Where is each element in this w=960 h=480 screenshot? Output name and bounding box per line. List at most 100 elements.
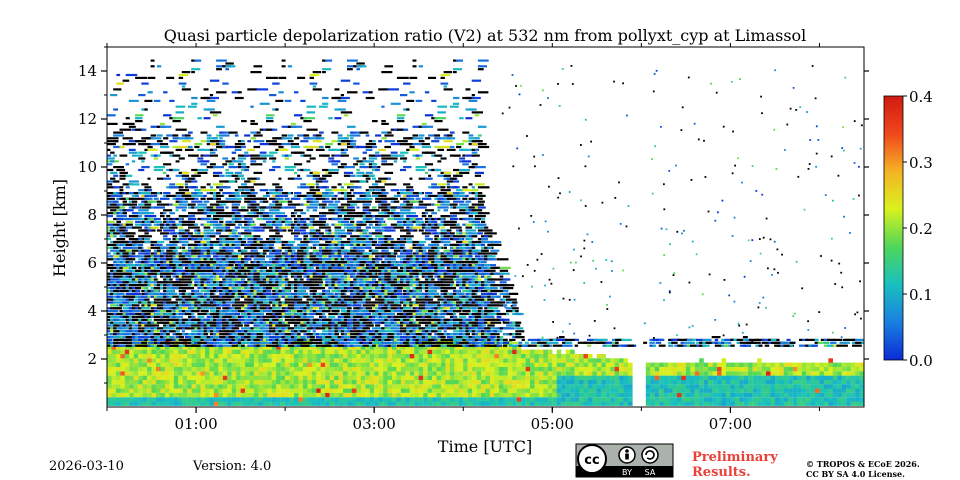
heatmap-cell xyxy=(209,154,218,157)
heatmap-cell xyxy=(828,358,833,363)
heatmap-cell xyxy=(128,258,136,261)
heatmap-cell xyxy=(147,349,152,354)
heatmap-cell xyxy=(801,392,807,398)
heatmap-cell xyxy=(236,345,241,350)
heatmap-cell xyxy=(234,312,241,316)
heatmap-cell xyxy=(476,375,482,380)
heatmap-cell xyxy=(178,240,183,244)
heatmap-cell xyxy=(266,261,270,264)
heatmap-cell xyxy=(757,366,762,372)
heatmap-cell xyxy=(739,379,744,385)
heatmap-cell xyxy=(266,140,277,143)
heatmap-cell xyxy=(494,366,499,372)
heatmap-cell xyxy=(423,362,428,367)
heatmap-cell xyxy=(302,358,308,363)
heatmap-cell xyxy=(645,392,651,398)
heatmap-cell xyxy=(783,375,789,380)
heatmap-cell xyxy=(216,298,221,301)
heatmap-cell xyxy=(774,401,780,406)
heatmap-cell xyxy=(271,366,277,372)
heatmap-cell xyxy=(191,330,198,333)
heatmap-cell xyxy=(209,111,222,114)
heatmap-cell xyxy=(587,366,593,372)
heatmap-cell xyxy=(122,223,127,226)
heatmap-cell xyxy=(476,384,482,389)
heatmap-cell xyxy=(209,94,214,97)
heatmap-cell xyxy=(120,384,125,389)
heatmap-cell xyxy=(275,99,284,102)
heatmap-cell xyxy=(329,401,335,406)
heatmap-cell xyxy=(788,371,793,376)
heatmap-cell xyxy=(188,315,193,318)
heatmap-cell xyxy=(819,375,825,380)
heatmap-cell xyxy=(392,384,397,389)
heatmap-cell xyxy=(172,117,185,120)
heatmap-cell xyxy=(534,388,540,393)
heatmap-cell xyxy=(752,371,758,376)
heatmap-cell xyxy=(181,223,193,226)
heatmap-cell xyxy=(507,379,513,385)
heatmap-cell xyxy=(191,266,197,269)
heatmap-cell xyxy=(259,209,265,212)
heatmap-cell xyxy=(290,315,295,318)
heatmap-cell xyxy=(530,388,535,393)
heatmap-cell xyxy=(294,177,302,180)
heatmap-cell xyxy=(147,189,153,192)
heatmap-cell xyxy=(113,275,119,278)
heatmap-cell xyxy=(119,304,126,307)
heatmap-cell xyxy=(135,295,141,298)
heatmap-cell xyxy=(298,362,304,367)
heatmap-cell xyxy=(275,212,285,215)
heatmap-cell xyxy=(187,358,192,363)
heatmap-cell xyxy=(209,252,216,255)
heatmap-cell xyxy=(472,354,477,359)
heatmap-cell xyxy=(135,264,141,267)
heatmap-cell xyxy=(423,366,428,372)
heatmap-cell xyxy=(151,345,157,350)
heatmap-cell xyxy=(294,91,299,94)
heatmap-cell xyxy=(218,379,223,385)
heatmap-cell xyxy=(579,366,584,372)
heatmap-cell xyxy=(142,384,148,389)
heatmap-cell xyxy=(472,349,477,354)
heatmap-cell xyxy=(507,375,513,380)
heatmap-cell xyxy=(128,255,140,258)
heatmap-cell xyxy=(498,392,504,398)
heatmap-cell xyxy=(297,304,301,307)
heatmap-cell xyxy=(797,401,802,406)
heatmap-cell xyxy=(216,307,221,310)
heatmap-cell xyxy=(289,397,295,402)
heatmap-cell xyxy=(623,362,629,367)
heatmap-cell xyxy=(113,338,120,341)
heatmap-cell xyxy=(163,232,170,235)
heatmap-cell xyxy=(206,330,210,333)
upper-noise-cells xyxy=(107,59,864,347)
heatmap-cell xyxy=(276,354,281,359)
heatmap-cell xyxy=(287,249,292,252)
heatmap-cell xyxy=(209,287,215,290)
heatmap-cell xyxy=(278,278,285,281)
heatmap-cell xyxy=(163,203,170,206)
heatmap-cell xyxy=(135,128,144,131)
heatmap-cell xyxy=(119,223,124,226)
heatmap-cell xyxy=(378,388,384,393)
heatmap-cell xyxy=(178,324,191,327)
heatmap-cell xyxy=(128,336,135,339)
heatmap-cell xyxy=(734,362,740,367)
heatmap-cell xyxy=(191,333,197,336)
heatmap-cell xyxy=(311,379,317,385)
heatmap-cell xyxy=(717,366,722,372)
heatmap-cell xyxy=(249,354,255,359)
heatmap-cell xyxy=(271,349,277,354)
heatmap-cell xyxy=(142,358,148,363)
heatmap-cell xyxy=(307,392,312,398)
heatmap-cell xyxy=(206,197,213,200)
heatmap-cell xyxy=(237,321,243,324)
heatmap-cell xyxy=(209,349,214,354)
heatmap-cell xyxy=(387,392,393,398)
heatmap-cell xyxy=(128,140,140,143)
heatmap-cell xyxy=(605,384,611,389)
heatmap-cell xyxy=(284,324,290,327)
heatmap-cell xyxy=(200,397,206,402)
heatmap-cell xyxy=(234,255,239,258)
